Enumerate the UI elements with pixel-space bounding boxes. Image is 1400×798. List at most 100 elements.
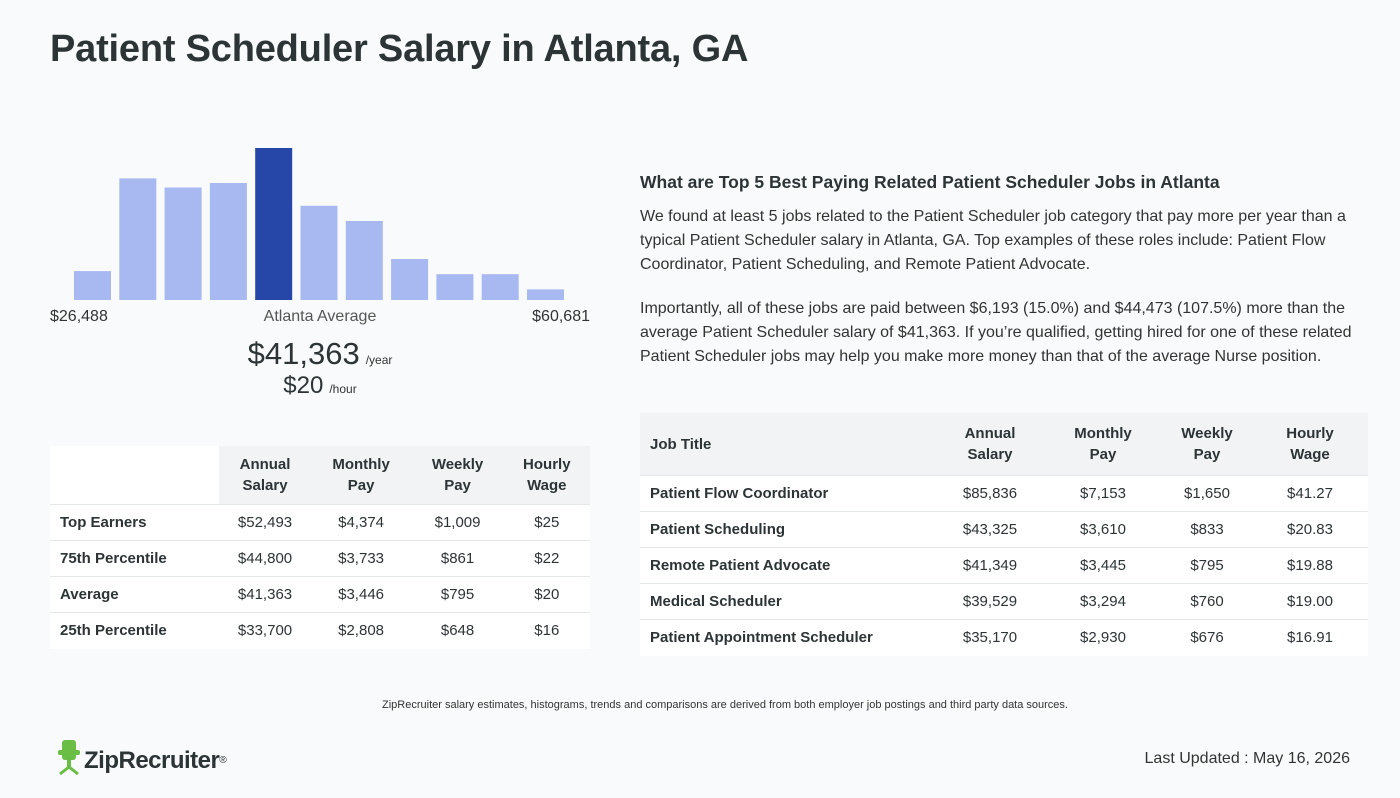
percentile-row-label: Top Earners — [50, 504, 220, 541]
brand-name: ZipRecruiter — [84, 746, 220, 774]
monthly-cell: $3,733 — [310, 540, 412, 577]
jobs-header-weekly: Weekly Pay — [1162, 413, 1252, 476]
histogram-bar — [481, 274, 519, 300]
jobs-header-annual: Annual Salary — [936, 413, 1044, 476]
table-row: Patient Appointment Scheduler $35,170 $2… — [640, 619, 1368, 656]
hourly-cell: $19.00 — [1252, 583, 1368, 620]
monthly-cell: $2,930 — [1044, 619, 1162, 656]
percentile-header-blank — [50, 446, 220, 505]
annual-cell: $35,170 — [936, 619, 1044, 656]
percentile-table: Annual Salary Monthly Pay Weekly Pay Hourly… — [50, 446, 590, 649]
hourly-cell: $19.88 — [1252, 547, 1368, 584]
hourly-wage-summary: $20/hour — [50, 372, 590, 400]
salary-histogram — [50, 140, 590, 300]
weekly-cell: $760 — [1162, 583, 1252, 620]
weekly-cell: $795 — [411, 576, 504, 613]
histogram-max-label: $60,681 — [532, 308, 590, 325]
jobs-header-hourly: Hourly Wage — [1252, 413, 1368, 476]
table-row: Patient Flow Coordinator $85,836 $7,153 … — [640, 475, 1368, 512]
related-jobs-paragraph-2: Importantly, all of these jobs are paid … — [640, 300, 1352, 365]
hourly-cell: $20 — [503, 576, 590, 613]
registered-mark: ® — [219, 755, 227, 766]
related-jobs-paragraph-1: We found at least 5 jobs related to the … — [640, 208, 1346, 273]
data-source-footnote: ZipRecruiter salary estimates, histogram… — [382, 699, 1068, 711]
page-title: Patient Scheduler Salary in Atlanta, GA — [50, 28, 749, 70]
monthly-cell: $3,610 — [1044, 511, 1162, 548]
hourly-cell: $25 — [503, 504, 590, 541]
annual-salary-value: $41,363 — [247, 336, 360, 371]
histogram-average-label: Atlanta Average — [263, 308, 377, 325]
related-jobs-heading: What are Top 5 Best Paying Related Patie… — [640, 172, 1220, 192]
hourly-wage-value: $20 — [283, 372, 324, 399]
job-title-cell: Patient Flow Coordinator — [640, 475, 936, 512]
hourly-cell: $41.27 — [1252, 475, 1368, 512]
hourly-cell: $16 — [503, 612, 590, 649]
monthly-cell: $2,808 — [310, 612, 412, 649]
table-row: Medical Scheduler $39,529 $3,294 $760 $1… — [640, 583, 1368, 620]
annual-cell: $41,349 — [936, 547, 1044, 584]
histogram-bar — [74, 271, 111, 300]
weekly-cell: $833 — [1162, 511, 1252, 548]
histogram-bar-average — [255, 148, 293, 300]
percentile-row-label: 25th Percentile — [50, 612, 220, 649]
percentile-header-annual: Annual Salary — [219, 446, 311, 505]
histogram-bar — [436, 274, 474, 300]
monthly-cell: $7,153 — [1044, 475, 1162, 512]
weekly-cell: $861 — [411, 540, 504, 577]
annual-cell: $41,363 — [219, 576, 311, 613]
table-row: Patient Scheduling $43,325 $3,610 $833 $… — [640, 511, 1368, 548]
annual-cell: $43,325 — [936, 511, 1044, 548]
hourly-wage-unit: /hour — [329, 382, 357, 396]
last-updated: Last Updated : May 16, 2026 — [1144, 750, 1350, 767]
weekly-cell: $1,650 — [1162, 475, 1252, 512]
annual-cell: $44,800 — [219, 540, 311, 577]
histogram-min-label: $26,488 — [50, 308, 108, 325]
percentile-row-label: Average — [50, 576, 220, 613]
monthly-cell: $3,446 — [310, 576, 412, 613]
job-title-cell: Remote Patient Advocate — [640, 547, 936, 584]
related-jobs-table: Job Title Annual Salary Monthly Pay Weekly… — [640, 413, 1368, 656]
jobs-header-monthly: Monthly Pay — [1044, 413, 1162, 476]
percentile-row-label: 75th Percentile — [50, 540, 220, 577]
hourly-cell: $22 — [503, 540, 590, 577]
table-row: Average $41,363 $3,446 $795 $20 — [50, 576, 590, 613]
weekly-cell: $676 — [1162, 619, 1252, 656]
monthly-cell: $3,294 — [1044, 583, 1162, 620]
annual-cell: $39,529 — [936, 583, 1044, 620]
annual-salary-summary: $41,363/year — [50, 336, 590, 372]
histogram-bar — [345, 221, 383, 300]
weekly-cell: $648 — [411, 612, 504, 649]
weekly-cell: $795 — [1162, 547, 1252, 584]
related-jobs-section: What are Top 5 Best Paying Related Patie… — [640, 172, 1360, 389]
histogram-bar — [119, 178, 157, 300]
monthly-cell: $4,374 — [310, 504, 412, 541]
monthly-cell: $3,445 — [1044, 547, 1162, 584]
hourly-cell: $20.83 — [1252, 511, 1368, 548]
table-row: 75th Percentile $44,800 $3,733 $861 $22 — [50, 540, 590, 577]
histogram-svg — [74, 148, 564, 300]
weekly-cell: $1,009 — [411, 504, 504, 541]
job-title-cell: Medical Scheduler — [640, 583, 936, 620]
hourly-cell: $16.91 — [1252, 619, 1368, 656]
percentile-header-weekly: Weekly Pay — [411, 446, 504, 505]
histogram-bar — [209, 183, 247, 300]
histogram-bar — [164, 187, 202, 300]
jobs-table-header: Job Title Annual Salary Monthly Pay Weekly… — [640, 413, 1368, 476]
chair-icon — [58, 740, 80, 781]
annual-cell: $52,493 — [219, 504, 311, 541]
percentile-header-hourly: Hourly Wage — [503, 446, 590, 505]
histogram-bar — [391, 259, 429, 300]
table-row: Remote Patient Advocate $41,349 $3,445 $… — [640, 547, 1368, 584]
annual-cell: $33,700 — [219, 612, 311, 649]
annual-salary-unit: /year — [365, 353, 393, 367]
job-title-cell: Patient Scheduling — [640, 511, 936, 548]
percentile-header-monthly: Monthly Pay — [310, 446, 412, 505]
histogram-bar — [527, 289, 564, 300]
table-row: 25th Percentile $33,700 $2,808 $648 $16 — [50, 612, 590, 649]
table-row: Top Earners $52,493 $4,374 $1,009 $25 — [50, 504, 590, 541]
job-title-cell: Patient Appointment Scheduler — [640, 619, 936, 656]
jobs-header-title: Job Title — [640, 413, 936, 476]
ziprecruiter-logo[interactable]: ZipRecruiter ® — [58, 740, 227, 781]
annual-cell: $85,836 — [936, 475, 1044, 512]
percentile-table-header: Annual Salary Monthly Pay Weekly Pay Hourly… — [50, 446, 590, 505]
